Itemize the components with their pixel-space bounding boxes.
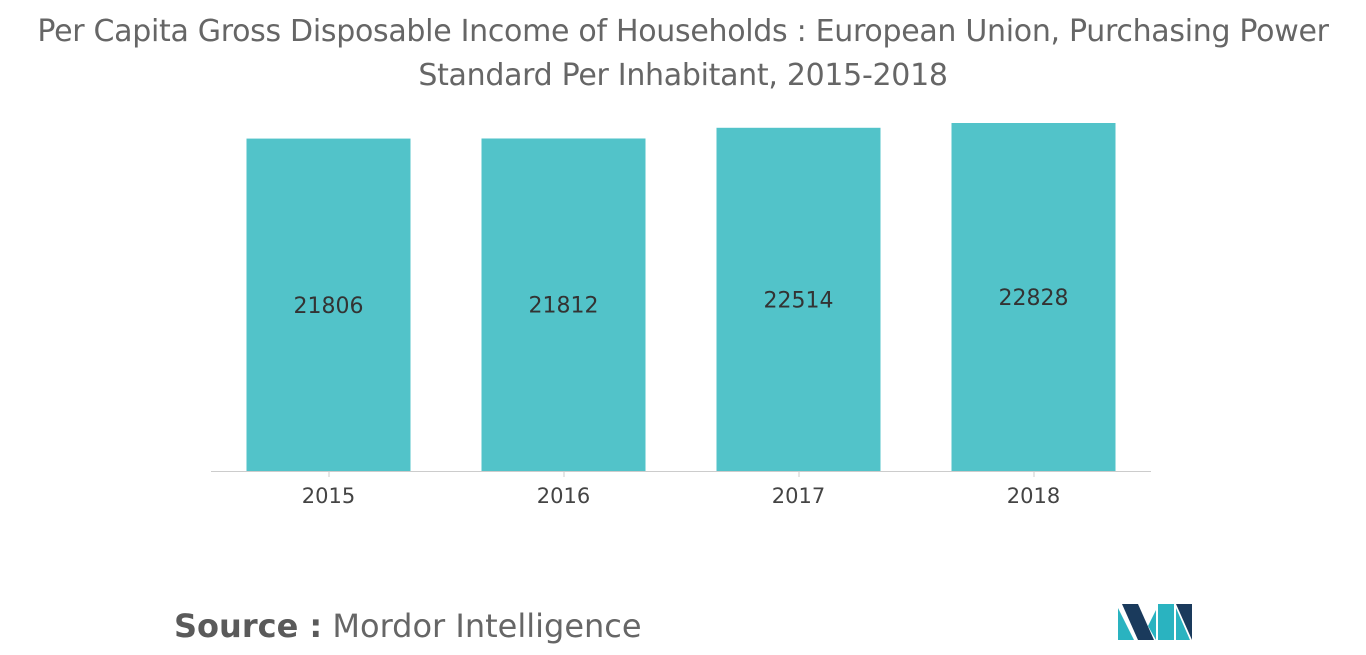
x-tick-label-2017: 2017 [772, 484, 825, 508]
x-tick-label-2015: 2015 [302, 484, 355, 508]
chart-title: Per Capita Gross Disposable Income of Ho… [0, 10, 1366, 98]
bar-2018 [951, 123, 1116, 471]
bar-2015 [246, 138, 411, 471]
mordor-intelligence-logo-icon [1118, 604, 1192, 640]
data-label-2016: 21812 [529, 294, 599, 319]
bar-2016 [481, 138, 646, 471]
source-value: Mordor Intelligence [332, 607, 642, 645]
bar-2017 [716, 127, 881, 472]
data-label-2018: 22828 [999, 286, 1069, 311]
data-label-2015: 21806 [294, 294, 364, 319]
chart-title-line-1: Per Capita Gross Disposable Income of Ho… [37, 14, 1329, 49]
chart-title-line-2: Standard Per Inhabitant, 2015-2018 [418, 58, 948, 93]
data-label-2017: 22514 [764, 288, 834, 313]
source-note: Source : Mordor Intelligence [174, 604, 642, 648]
bar-chart: 21806 2015 21812 2016 22514 2017 22828 2018 [211, 123, 1151, 508]
source-label: Source : [174, 607, 323, 645]
x-tick-label-2018: 2018 [1007, 484, 1060, 508]
x-tick-label-2016: 2016 [537, 484, 590, 508]
